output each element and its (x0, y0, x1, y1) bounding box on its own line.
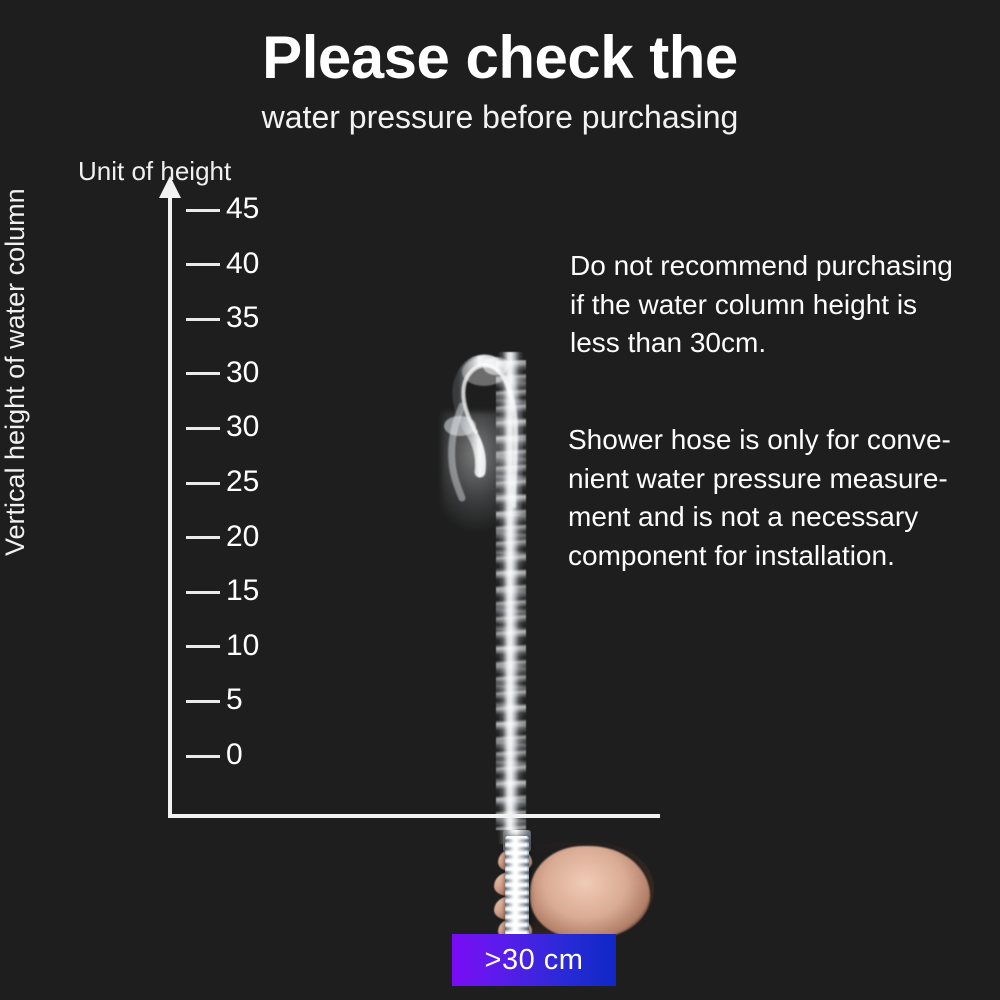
tick-mark (186, 699, 220, 703)
water-jet-arc (438, 336, 558, 518)
status-badge: >30 cm (452, 934, 616, 986)
y-axis-arrow-icon (159, 176, 181, 198)
status-badge-label: >30 cm (484, 943, 584, 976)
tick-mark (186, 372, 220, 376)
page-title: Please check the water pressure before p… (0, 24, 1000, 137)
tick-label: 25 (226, 465, 260, 498)
note-minimum-height: Do not recommend purchasing if the water… (570, 247, 1000, 363)
note-b-line-4: component for installation. (568, 539, 895, 571)
shower-hose (505, 836, 529, 948)
hand-holding-hose (496, 842, 654, 938)
y-axis-tick: 20 (186, 519, 260, 553)
water-mist (442, 412, 528, 532)
y-axis-tick: 35 (186, 301, 260, 335)
title-sub: water pressure before purchasing (261, 98, 739, 135)
y-axis-tick: 30 (186, 410, 260, 444)
title-main: Please check the (262, 24, 738, 91)
tick-label: 15 (226, 574, 260, 608)
tick-label: 5 (226, 683, 243, 717)
tick-mark (186, 536, 220, 540)
tick-mark (186, 481, 220, 485)
tick-mark (186, 426, 220, 430)
tick-mark (186, 317, 220, 321)
y-axis-tick: 25 (186, 465, 260, 498)
y-axis-tick: 15 (186, 574, 260, 608)
note-hose-disclaimer: Shower hose is only for conve- nient wat… (568, 421, 988, 576)
note-a-line-1: Do not recommend purchasing (570, 250, 953, 281)
water-jet-column (498, 352, 524, 844)
tick-label: 0 (226, 738, 243, 771)
tick-label: 30 (226, 355, 260, 389)
y-axis-tick: 10 (186, 628, 260, 662)
tick-label: 35 (226, 301, 260, 335)
hose-coupling-nut (503, 830, 531, 852)
hand-knuckles (530, 846, 650, 938)
note-a-line-2: if the water column height is (570, 288, 918, 320)
tick-label: 20 (226, 519, 260, 553)
note-b-line-2: nient water pressure measure- (568, 462, 948, 494)
note-a-line-3: less than 30cm. (570, 327, 767, 359)
tick-label: 45 (226, 192, 260, 225)
y-axis-tick: 0 (186, 738, 243, 771)
finger (494, 872, 526, 896)
y-axis-title: Vertical height of water column (0, 188, 30, 556)
tick-mark (186, 590, 220, 594)
tick-mark (186, 263, 220, 267)
y-axis-tick: 5 (186, 683, 243, 717)
tick-label: 30 (226, 410, 260, 444)
tick-label: 10 (226, 628, 260, 662)
tick-mark (186, 208, 220, 212)
water-jet-highlights (496, 360, 526, 830)
finger (494, 896, 528, 920)
tick-label: 40 (226, 246, 260, 280)
axis-unit-label: Unit of height (78, 156, 232, 186)
y-axis-tick: 30 (186, 355, 260, 389)
y-axis-tick: 45 (186, 192, 260, 225)
x-axis-line (168, 814, 660, 818)
tick-mark (186, 754, 220, 758)
note-b-line-3: ment and is not a necessary (568, 501, 919, 533)
note-b-line-1: Shower hose is only for conve- (568, 424, 951, 455)
y-axis-line (168, 190, 172, 818)
finger (498, 848, 532, 872)
y-axis-tick: 40 (186, 246, 260, 280)
tick-mark (186, 645, 220, 649)
